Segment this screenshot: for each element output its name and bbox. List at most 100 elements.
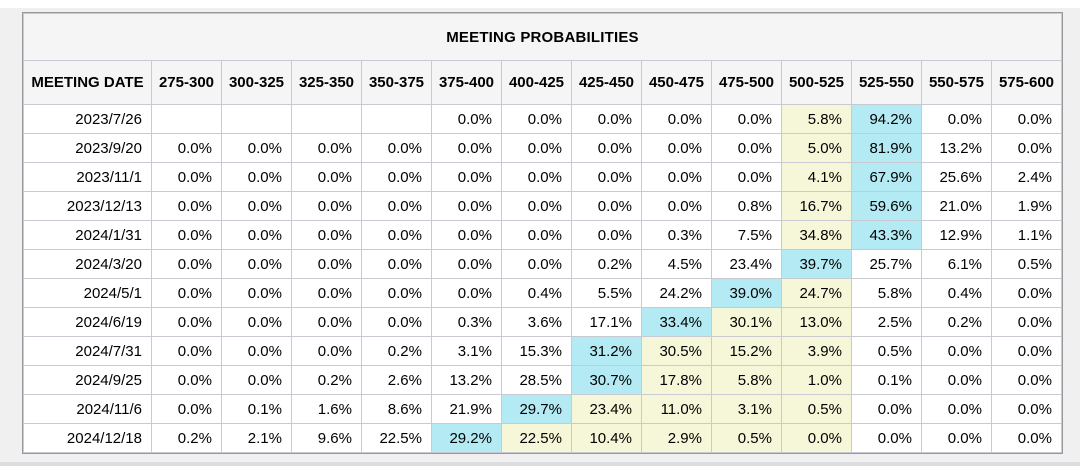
probability-cell: 6.1% (921, 249, 992, 279)
probability-cell: 0.0% (991, 278, 1062, 308)
probability-cell: 0.0% (291, 191, 362, 221)
probability-cell: 0.0% (151, 278, 222, 308)
probability-cell: 0.1% (221, 394, 292, 424)
probability-cell: 0.4% (921, 278, 992, 308)
probability-cell: 0.0% (571, 220, 642, 250)
range-header: 375-400 (431, 60, 502, 105)
probability-cell: 0.0% (291, 220, 362, 250)
probability-cell: 0.0% (221, 365, 292, 395)
probability-cell: 0.0% (501, 133, 572, 163)
probability-cell: 0.0% (991, 423, 1062, 453)
range-header: 500-525 (781, 60, 852, 105)
probability-cell: 4.5% (641, 249, 712, 279)
probability-cell: 0.0% (291, 307, 362, 337)
probability-cell: 59.6% (851, 191, 922, 221)
probability-cell: 0.4% (501, 278, 572, 308)
probability-cell: 28.5% (501, 365, 572, 395)
range-header: 550-575 (921, 60, 992, 105)
probability-cell: 0.0% (151, 133, 222, 163)
table-row: 2024/6/19 0.0% 0.0% 0.0% 0.0% 0.3% 3.6% 17.1% 33… (23, 307, 1062, 337)
range-header: 350-375 (361, 60, 432, 105)
probability-cell: 1.9% (991, 191, 1062, 221)
probability-cell: 5.8% (851, 278, 922, 308)
probability-cell: 0.0% (431, 249, 502, 279)
probability-cell: 0.0% (711, 162, 782, 192)
range-header: 300-325 (221, 60, 292, 105)
probability-cell: 0.0% (291, 278, 362, 308)
probability-cell: 30.5% (641, 336, 712, 366)
probability-cell: 94.2% (851, 104, 922, 134)
probability-cell: 0.0% (221, 220, 292, 250)
probability-cell: 0.3% (431, 307, 502, 337)
probability-cell (221, 104, 292, 134)
probability-cell: 0.0% (641, 162, 712, 192)
range-header: 450-475 (641, 60, 712, 105)
probability-cell: 22.5% (501, 423, 572, 453)
probability-cell: 0.0% (151, 162, 222, 192)
probability-cell (291, 104, 362, 134)
table-row: 2024/9/25 0.0% 0.0% 0.2% 2.6% 13.2% 28.5% 30.7%… (23, 365, 1062, 395)
probability-cell: 0.1% (851, 365, 922, 395)
probability-cell: 23.4% (571, 394, 642, 424)
probability-cell: 34.8% (781, 220, 852, 250)
probability-cell: 0.0% (291, 162, 362, 192)
probability-cell: 0.0% (501, 104, 572, 134)
probability-cell: 0.0% (431, 278, 502, 308)
range-header: 525-550 (851, 60, 922, 105)
table-row: 2024/12/18 0.2% 2.1% 9.6% 22.5% 29.2% 22.5% 10.… (23, 423, 1062, 453)
probability-cell: 0.0% (291, 249, 362, 279)
probability-cell: 0.0% (501, 220, 572, 250)
probability-cell: 0.0% (991, 307, 1062, 337)
probability-cell: 0.8% (711, 191, 782, 221)
meeting-date-cell: 2024/6/19 (23, 307, 152, 337)
probability-cell: 0.0% (921, 336, 992, 366)
probability-cell: 0.0% (991, 104, 1062, 134)
probability-cell: 0.0% (361, 278, 432, 308)
probability-cell: 0.0% (851, 423, 922, 453)
probability-cell: 21.0% (921, 191, 992, 221)
probability-cell: 0.0% (431, 162, 502, 192)
probability-cell: 0.0% (431, 191, 502, 221)
probability-cell: 30.1% (711, 307, 782, 337)
probability-cell: 0.5% (851, 336, 922, 366)
table-row: 2024/1/31 0.0% 0.0% 0.0% 0.0% 0.0% 0.0% 0.0% 0.3… (23, 220, 1062, 250)
probability-cell: 43.3% (851, 220, 922, 250)
page-top-strip (0, 0, 1080, 8)
probability-cell: 8.6% (361, 394, 432, 424)
probability-cell: 0.0% (991, 336, 1062, 366)
probability-cell: 0.0% (221, 278, 292, 308)
probability-cell: 24.7% (781, 278, 852, 308)
probability-cell: 0.0% (571, 104, 642, 134)
probability-cell: 5.0% (781, 133, 852, 163)
probability-cell: 0.0% (431, 133, 502, 163)
probability-cell: 17.1% (571, 307, 642, 337)
probability-cell: 3.6% (501, 307, 572, 337)
probability-cell: 9.6% (291, 423, 362, 453)
probability-cell: 0.0% (151, 307, 222, 337)
table-row: 2024/7/31 0.0% 0.0% 0.0% 0.2% 3.1% 15.3% 31.2% 3… (23, 336, 1062, 366)
table-row: 2023/11/1 0.0% 0.0% 0.0% 0.0% 0.0% 0.0% 0.0% 0.0… (23, 162, 1062, 192)
table-body: 2023/7/26 0.0% 0.0% 0.0% 0.0% 0.0% 5.8% 94.2% 0.… (23, 104, 1062, 453)
meeting-date-cell: 2024/1/31 (23, 220, 152, 250)
probability-cell: 2.5% (851, 307, 922, 337)
probability-cell: 0.0% (361, 162, 432, 192)
probability-cell: 39.0% (711, 278, 782, 308)
probability-cell: 81.9% (851, 133, 922, 163)
probability-cell: 0.0% (221, 191, 292, 221)
meeting-date-cell: 2024/11/6 (23, 394, 152, 424)
probability-cell: 0.0% (151, 191, 222, 221)
probability-cell (361, 104, 432, 134)
probability-cell: 29.2% (431, 423, 502, 453)
probability-cell: 0.2% (151, 423, 222, 453)
probability-cell: 0.0% (501, 162, 572, 192)
probability-cell: 5.8% (711, 365, 782, 395)
meeting-date-cell: 2023/7/26 (23, 104, 152, 134)
probability-cell: 1.0% (781, 365, 852, 395)
table-row: 2024/5/1 0.0% 0.0% 0.0% 0.0% 0.0% 0.4% 5.5% 24.2… (23, 278, 1062, 308)
range-header: 475-500 (711, 60, 782, 105)
range-header: 325-350 (291, 60, 362, 105)
range-header: 575-600 (991, 60, 1062, 105)
probability-cell: 0.0% (291, 336, 362, 366)
probability-cell: 25.7% (851, 249, 922, 279)
table-row: 2024/11/6 0.0% 0.1% 1.6% 8.6% 21.9% 29.7% 23.4%… (23, 394, 1062, 424)
